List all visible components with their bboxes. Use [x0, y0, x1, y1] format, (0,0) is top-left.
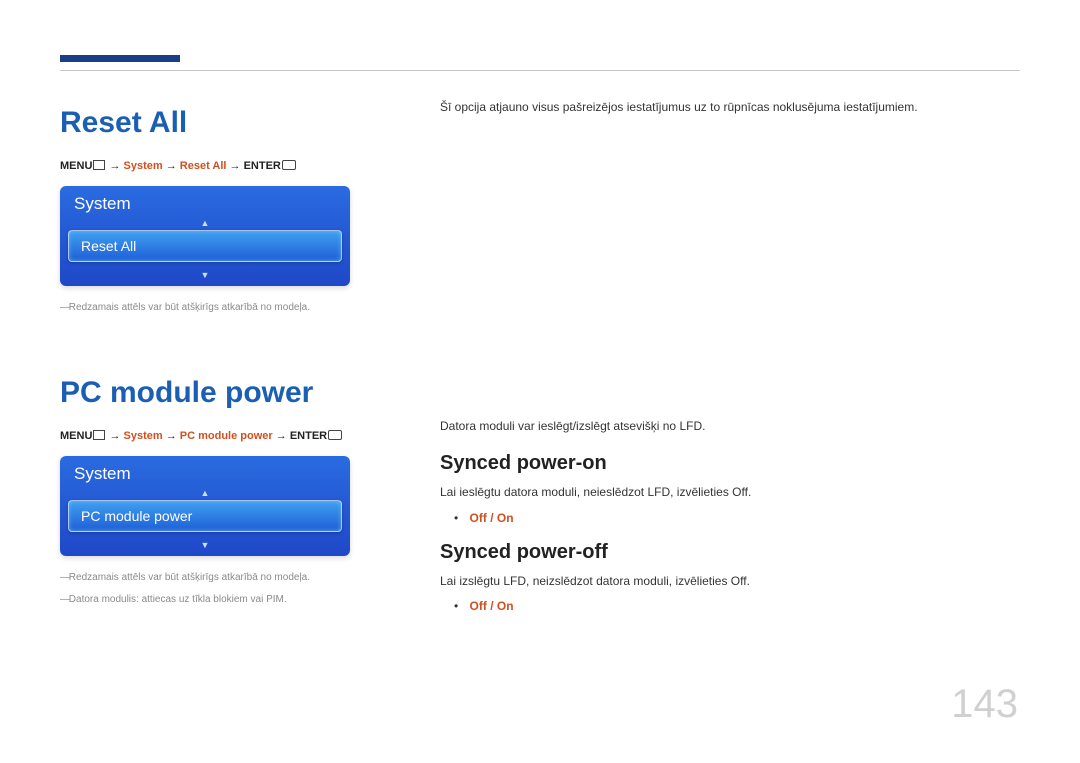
menu-icon [93, 160, 105, 170]
right-column: Šī opcija atjauno visus pašreizējos iest… [440, 90, 1020, 621]
pc-module-title: PC module power [60, 376, 400, 410]
synced-power-off-body: Lai izslēgtu LFD, neizslēdzot datora mod… [440, 572, 1020, 591]
reset-all-title: Reset All [60, 106, 400, 140]
enter-icon [328, 430, 342, 440]
option-value: Off / On [470, 511, 514, 525]
reset-all-breadcrumb: MENU → System → Reset All → ENTER [60, 160, 400, 172]
pc-module-breadcrumb: MENU → System → PC module power → ENTER [60, 430, 400, 442]
pc-module-right-section: Datora moduli var ieslēgt/izslēgt atsevi… [440, 417, 1020, 613]
breadcrumb-system: System [124, 430, 163, 442]
breadcrumb-menu-label: MENU [60, 160, 92, 172]
breadcrumb-menu-label: MENU [60, 430, 92, 442]
bullet-icon: • [454, 511, 458, 525]
pc-module-body: Datora moduli var ieslēgt/izslēgt atsevi… [440, 417, 1020, 436]
pc-module-menu-widget: System ▲ PC module power ▼ [60, 456, 350, 556]
pc-module-left-section: PC module power MENU → System → PC modul… [60, 376, 400, 608]
breadcrumb-item: Reset All [180, 160, 227, 172]
top-rule [60, 70, 1020, 71]
enter-icon [282, 160, 296, 170]
top-accent-bar [60, 55, 180, 62]
document-page: Reset All MENU → System → Reset All → EN… [0, 0, 1080, 763]
menu-header: System [60, 186, 350, 218]
pc-module-note2: Datora modulis: attiecas uz tīkla blokie… [60, 592, 400, 608]
option-value: Off / On [470, 599, 514, 613]
synced-power-on-options: • Off / On [454, 511, 1020, 525]
left-column: Reset All MENU → System → Reset All → EN… [60, 90, 400, 621]
down-arrow-icon: ▼ [60, 270, 350, 286]
reset-all-menu-widget: System ▲ Reset All ▼ [60, 186, 350, 286]
page-number: 143 [951, 682, 1018, 727]
down-arrow-icon: ▼ [60, 540, 350, 556]
up-arrow-icon: ▲ [60, 488, 350, 498]
menu-item-reset-all[interactable]: Reset All [68, 230, 342, 262]
menu-item-row: PC module power [60, 498, 350, 540]
menu-item-pc-module-power[interactable]: PC module power [68, 500, 342, 532]
menu-icon [93, 430, 105, 440]
menu-header: System [60, 456, 350, 488]
synced-power-off-title: Synced power-off [440, 541, 1020, 564]
breadcrumb-item: PC module power [180, 430, 273, 442]
bullet-icon: • [454, 599, 458, 613]
breadcrumb-enter-label: ENTER [290, 430, 327, 442]
synced-power-on-title: Synced power-on [440, 452, 1020, 475]
up-arrow-icon: ▲ [60, 218, 350, 228]
breadcrumb-system: System [124, 160, 163, 172]
menu-item-row: Reset All [60, 228, 350, 270]
reset-all-body: Šī opcija atjauno visus pašreizējos iest… [440, 98, 1020, 117]
pc-module-note1: Redzamais attēls var būt atšķirīgs atkar… [60, 570, 400, 586]
synced-power-off-options: • Off / On [454, 599, 1020, 613]
reset-all-note: Redzamais attēls var būt atšķirīgs atkar… [60, 300, 400, 316]
breadcrumb-enter-label: ENTER [244, 160, 281, 172]
synced-power-on-body: Lai ieslēgtu datora moduli, neieslēdzot … [440, 483, 1020, 502]
content-columns: Reset All MENU → System → Reset All → EN… [60, 90, 1020, 621]
